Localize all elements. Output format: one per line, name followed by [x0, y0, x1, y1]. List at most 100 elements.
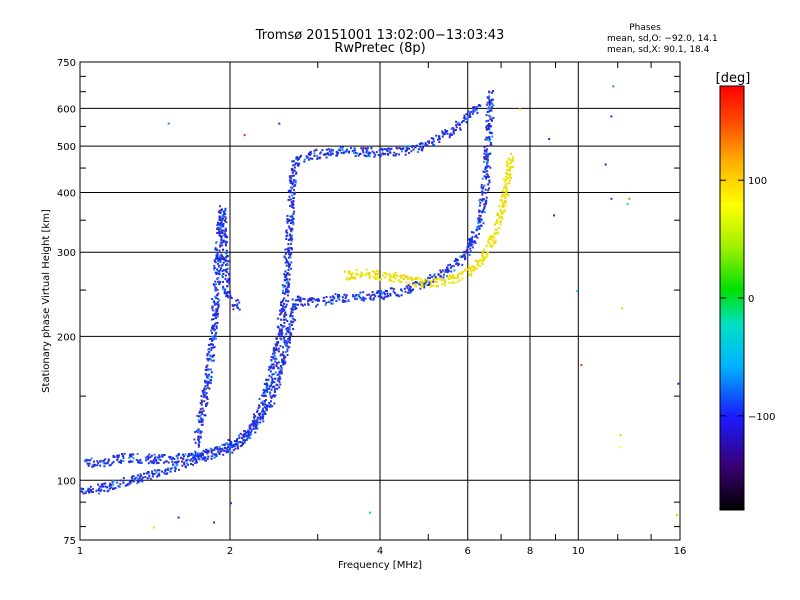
data-point: [272, 363, 275, 366]
data-point: [215, 273, 218, 276]
data-point: [327, 148, 330, 151]
data-point: [85, 459, 88, 462]
data-point: [474, 235, 477, 238]
data-point: [511, 157, 514, 160]
data-point: [87, 459, 90, 462]
data-point: [214, 286, 217, 289]
data-point: [369, 295, 372, 298]
data-point: [247, 437, 250, 440]
data-point: [484, 138, 487, 141]
data-point: [359, 274, 362, 277]
data-point: [503, 186, 505, 189]
data-point: [210, 375, 213, 378]
data-point: [246, 436, 249, 439]
data-point: [213, 456, 216, 459]
data-point: [225, 249, 228, 252]
data-point: [381, 292, 384, 295]
data-point: [200, 420, 203, 423]
data-point: [378, 290, 381, 293]
data-point: [283, 341, 286, 344]
data-point: [250, 423, 253, 426]
data-point: [197, 438, 200, 441]
data-point: [367, 154, 370, 157]
data-point: [268, 387, 270, 390]
data-point: [239, 441, 242, 443]
data-point: [414, 284, 416, 287]
data-point: [283, 313, 286, 316]
data-point: [485, 202, 488, 205]
data-point: [230, 442, 233, 444]
data-point: [158, 469, 161, 472]
data-point: [213, 335, 216, 338]
data-point: [294, 303, 297, 306]
data-point: [208, 357, 211, 360]
data-point: [239, 445, 242, 448]
data-point: [375, 277, 378, 280]
data-point: [350, 274, 353, 277]
data-point: [347, 269, 350, 272]
data-point: [487, 123, 490, 126]
data-point: [216, 262, 219, 265]
data-point: [269, 393, 272, 396]
data-point: [482, 250, 485, 253]
data-point: [138, 475, 141, 478]
data-point: [224, 449, 227, 452]
data-point: [373, 270, 376, 273]
data-point: [116, 454, 119, 457]
data-point: [252, 425, 255, 428]
data-point: [229, 449, 232, 452]
data-point: [142, 476, 145, 479]
data-point: [132, 453, 135, 456]
data-point: [424, 143, 427, 146]
data-point: [272, 373, 274, 376]
data-point: [313, 152, 316, 155]
data-point: [238, 436, 241, 439]
data-point: [223, 443, 226, 446]
data-point: [214, 271, 217, 274]
data-point: [278, 331, 281, 334]
data-point: [365, 150, 368, 153]
data-point: [464, 258, 466, 261]
data-point: [273, 346, 276, 349]
data-point: [298, 162, 301, 165]
data-point: [490, 118, 493, 121]
data-point: [292, 191, 295, 194]
data-point: [284, 270, 287, 273]
data-point: [254, 422, 257, 425]
data-point: [173, 458, 176, 460]
data-point: [485, 103, 488, 106]
data-point: [206, 383, 209, 386]
data-point: [218, 260, 221, 263]
data-point: [338, 295, 341, 298]
data-point: [147, 458, 150, 461]
data-point: [498, 205, 501, 207]
data-point: [349, 273, 352, 275]
data-point: [389, 277, 392, 279]
data-point: [444, 284, 447, 287]
data-point: [83, 459, 86, 462]
data-point: [553, 214, 556, 217]
data-point: [181, 453, 184, 456]
data-point: [139, 458, 142, 461]
data-point: [221, 258, 224, 260]
data-point: [580, 364, 583, 367]
data-point: [207, 386, 210, 389]
data-point: [282, 308, 285, 311]
data-point: [487, 126, 490, 128]
data-point: [491, 105, 494, 108]
data-point: [118, 461, 121, 464]
data-point: [353, 276, 356, 279]
data-point: [424, 142, 427, 145]
data-point: [102, 485, 105, 488]
data-point: [294, 319, 297, 322]
data-point: [221, 264, 224, 267]
data-point: [219, 212, 222, 214]
data-point: [449, 132, 452, 135]
data-point: [291, 298, 294, 301]
data-point: [212, 314, 215, 317]
data-point: [430, 281, 433, 284]
data-point: [483, 205, 486, 208]
data-point: [169, 456, 172, 458]
data-point: [395, 294, 398, 297]
